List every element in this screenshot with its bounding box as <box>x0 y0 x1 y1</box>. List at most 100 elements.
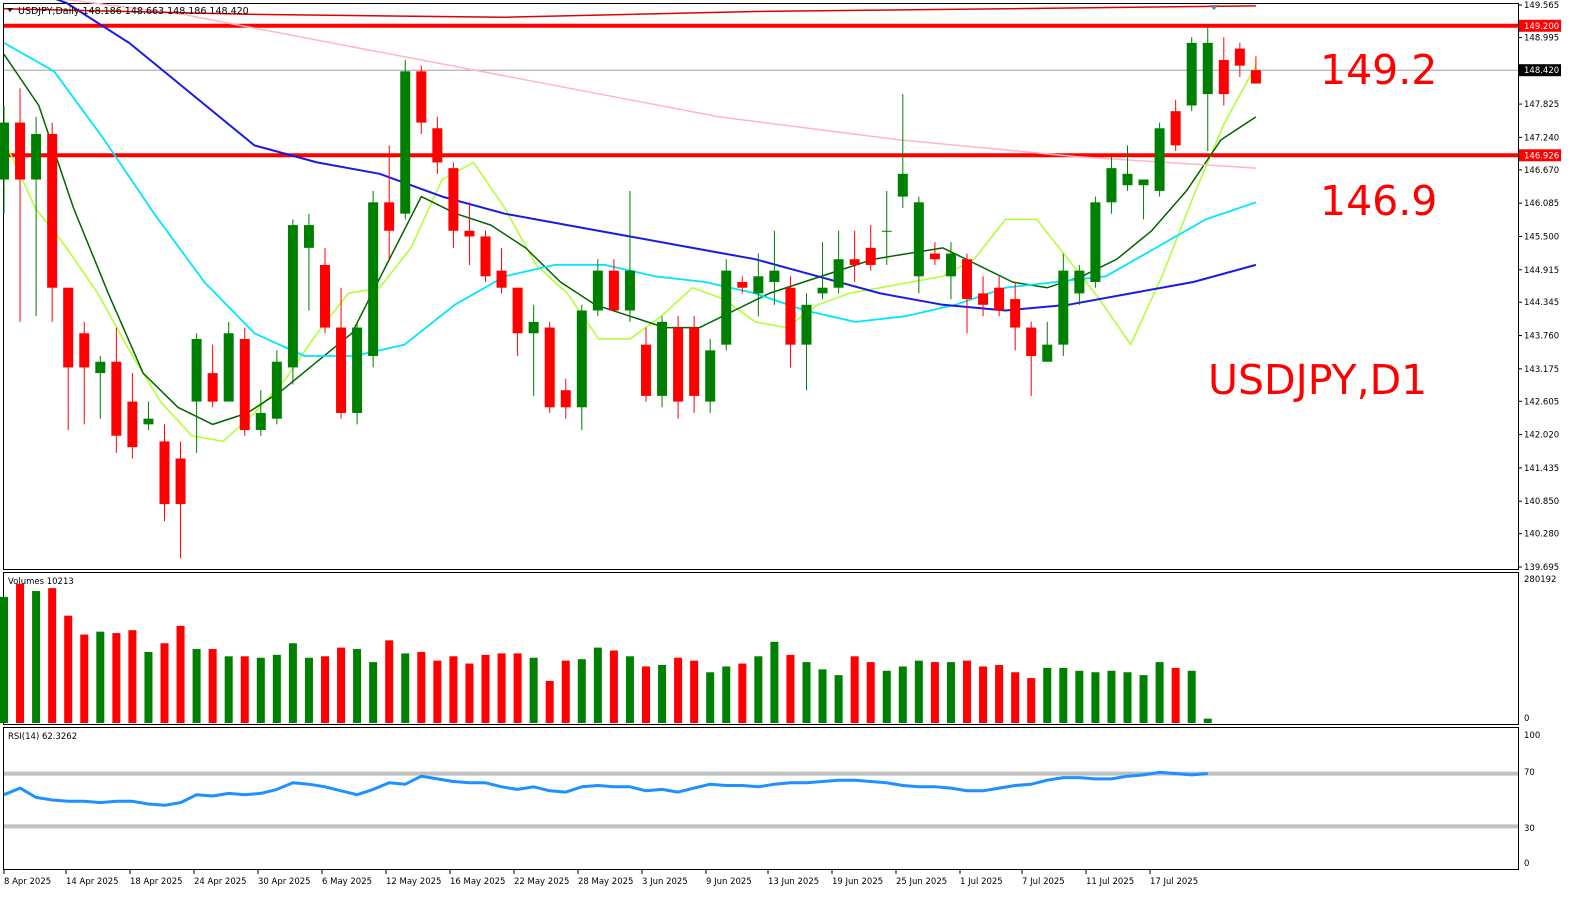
candle-body <box>624 270 635 311</box>
volume-bar <box>898 666 907 723</box>
candle-body <box>1090 202 1101 283</box>
volume-bar <box>256 657 265 723</box>
y-tick-label: 148.995 <box>1524 33 1559 43</box>
candle-body <box>239 338 250 431</box>
rsi-line <box>3 770 1208 807</box>
x-tick-label: 16 May 2025 <box>450 877 505 887</box>
moving-average-red <box>3 5 1256 18</box>
x-tick-label: 28 May 2025 <box>578 877 633 887</box>
candle-body <box>769 270 780 283</box>
candle-body <box>1106 168 1117 203</box>
volume-bar <box>128 630 137 723</box>
x-tick-label: 19 Jun 2025 <box>832 877 883 887</box>
candle-body <box>544 327 555 408</box>
volume-bar <box>577 659 586 723</box>
candle-body <box>689 327 700 396</box>
volume-bar <box>288 643 297 723</box>
candle-body <box>320 264 330 328</box>
candle-body <box>384 202 395 231</box>
y-tick-label: 144.345 <box>1524 298 1559 308</box>
lower-level-annotation: 146.9 <box>1320 177 1437 225</box>
moving-average-lime <box>3 65 1257 443</box>
volume-bar <box>337 647 346 723</box>
candle-body <box>945 253 956 277</box>
y-tick-label: 139.695 <box>1524 563 1559 573</box>
candle-body <box>528 321 539 334</box>
candle-body <box>255 412 266 431</box>
candle-body <box>207 373 218 402</box>
x-tick-label: 7 Jul 2025 <box>1022 877 1065 887</box>
volume-bar <box>658 665 667 723</box>
candle-body <box>303 225 314 248</box>
candle-body <box>63 287 74 368</box>
rsi-label: RSI(14) 62.3262 <box>8 732 77 742</box>
candle-body <box>657 321 668 396</box>
rsi-panel-frame <box>3 727 1519 870</box>
candle-body <box>978 293 989 305</box>
volume-bar <box>208 649 217 723</box>
volume-bar <box>192 649 201 723</box>
volume-bar <box>1171 667 1180 723</box>
candle-body <box>929 253 940 260</box>
volume-bar <box>513 653 522 723</box>
candle-body <box>368 202 379 357</box>
volume-bar <box>834 675 843 723</box>
current-price-label: 148.420 <box>1524 66 1559 76</box>
candle-body <box>464 230 475 237</box>
volume-bar <box>738 663 747 723</box>
y-tick-label: 147.825 <box>1524 100 1559 110</box>
volume-bar <box>545 680 554 723</box>
x-tick-label: 24 Apr 2025 <box>194 877 247 887</box>
candle-body <box>1170 111 1181 146</box>
candle-body <box>0 122 9 180</box>
volume-bar <box>64 615 73 723</box>
volume-bar <box>272 654 281 723</box>
volume-bar <box>1107 670 1116 723</box>
volume-bar <box>160 643 169 723</box>
candle-body <box>913 202 924 277</box>
y-tick-label: 147.240 <box>1524 133 1559 143</box>
x-tick-label: 6 May 2025 <box>322 877 372 887</box>
volume-bar <box>465 663 474 723</box>
candle-body <box>287 225 298 368</box>
volume-bar <box>1203 718 1212 723</box>
candle-body <box>994 287 1005 311</box>
volume-bar <box>722 666 731 723</box>
candle-body <box>962 259 972 300</box>
rsi-scale-30: 30 <box>1524 824 1535 834</box>
volume-bar <box>224 656 233 723</box>
collapse-arrow-icon[interactable] <box>7 8 13 12</box>
candle-body <box>865 247 876 265</box>
y-tick-label: 140.850 <box>1524 497 1559 507</box>
y-tick-label: 141.435 <box>1524 464 1559 474</box>
candle-body <box>1058 270 1069 345</box>
candle-body <box>817 287 828 294</box>
candle-body <box>705 350 716 402</box>
volume-bar <box>1187 670 1196 723</box>
candle-body <box>448 168 459 231</box>
volume-bar <box>497 653 506 723</box>
scroll-marker-icon[interactable] <box>1209 5 1219 10</box>
volume-bar <box>1155 662 1164 723</box>
candle-body <box>1026 327 1037 357</box>
x-tick-label: 30 Apr 2025 <box>258 877 311 887</box>
candle-body <box>416 71 427 123</box>
candle-body <box>15 122 26 180</box>
candle-body <box>1138 179 1149 186</box>
candle-body <box>576 310 587 408</box>
x-tick-label: 18 Apr 2025 <box>130 877 183 887</box>
y-tick-label: 146.085 <box>1524 199 1559 209</box>
volume-bar <box>240 656 249 723</box>
candle-body <box>31 133 42 180</box>
candle-body <box>191 338 202 402</box>
volume-bar <box>1011 672 1020 723</box>
x-tick-label: 12 May 2025 <box>386 877 441 887</box>
x-tick-label: 25 Jun 2025 <box>896 877 947 887</box>
volume-bar <box>930 662 939 723</box>
volume-bar <box>369 662 378 723</box>
x-tick-label: 1 Jul 2025 <box>960 877 1003 887</box>
volume-bar <box>963 660 971 723</box>
level-price-label: 146.926 <box>1524 151 1559 161</box>
